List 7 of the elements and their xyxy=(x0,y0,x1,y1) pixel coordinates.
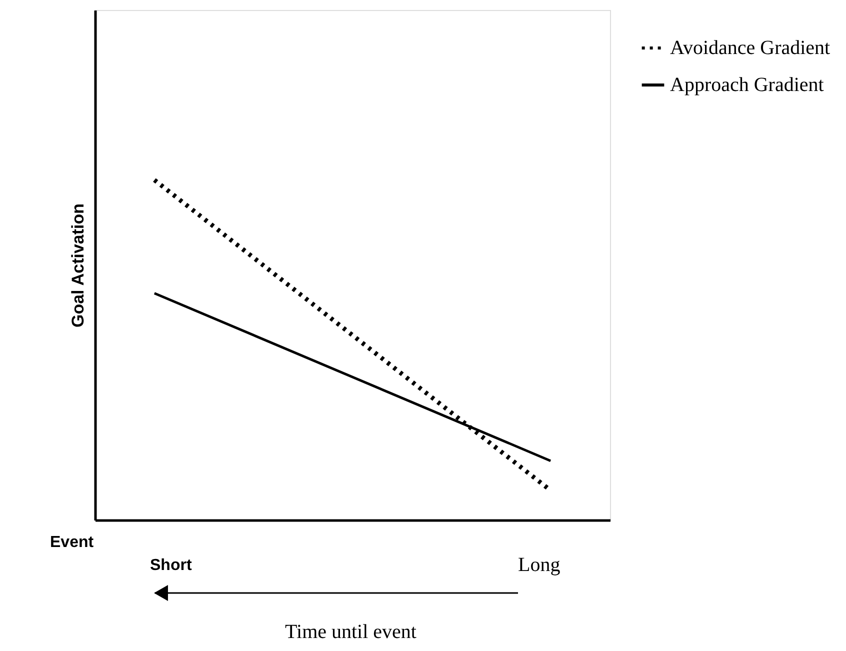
text: Event xyxy=(50,534,94,551)
text: Short xyxy=(150,557,192,574)
legend-label: Avoidance Gradient xyxy=(670,37,831,59)
text: Long xyxy=(518,554,560,576)
y-axis-title: Goal Activation xyxy=(68,203,88,328)
legend-label: Approach Gradient xyxy=(670,74,824,96)
text: Time until event xyxy=(285,621,417,643)
